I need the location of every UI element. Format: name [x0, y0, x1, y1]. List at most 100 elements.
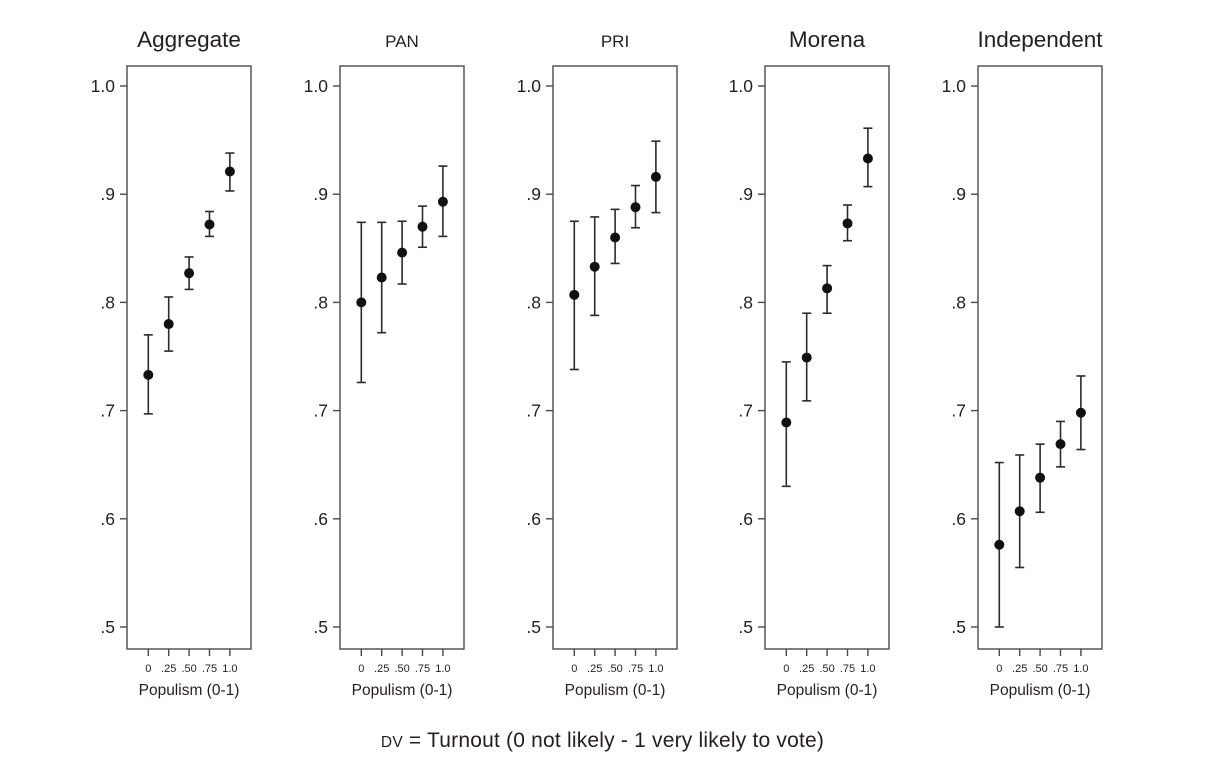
- y-tick-label: .8: [313, 292, 328, 312]
- x-tick-label: .25: [374, 663, 389, 675]
- panel-title: PRI: [601, 32, 629, 51]
- point-estimate: [204, 219, 215, 230]
- y-tick-label: 1.0: [942, 76, 967, 96]
- y-tick-label: 1.0: [91, 76, 116, 96]
- point-estimate: [822, 283, 833, 294]
- x-tick-label: .25: [1012, 663, 1027, 675]
- y-tick-label: .9: [738, 184, 753, 204]
- x-tick-label: 1.0: [435, 663, 450, 675]
- x-tick-label: .75: [628, 663, 643, 675]
- x-tick-label: 0: [571, 663, 577, 675]
- point-estimate: [569, 289, 580, 300]
- point-estimate: [781, 417, 792, 428]
- point-estimate: [376, 272, 387, 283]
- x-tick-label: .50: [181, 663, 196, 675]
- panel-title: Aggregate: [137, 27, 241, 52]
- point-estimate: [1035, 472, 1046, 483]
- x-tick-label: .25: [799, 663, 814, 675]
- x-tick-label: .25: [587, 663, 602, 675]
- point-estimate: [801, 352, 812, 363]
- point-estimate: [224, 166, 235, 177]
- point-estimate: [610, 232, 621, 243]
- y-tick-label: .6: [100, 509, 115, 529]
- figure-caption: DV = Turnout (0 not likely - 1 very like…: [0, 729, 1205, 753]
- x-tick-label: 0: [358, 663, 364, 675]
- plot-box: [552, 65, 678, 650]
- point-estimate: [1055, 439, 1066, 450]
- point-estimate: [1075, 407, 1086, 418]
- panel-title: PAN: [385, 32, 419, 51]
- x-tick-label: .25: [161, 663, 176, 675]
- point-estimate: [842, 218, 853, 229]
- point-estimate: [650, 171, 661, 182]
- x-tick-label: .75: [840, 663, 855, 675]
- x-tick-label: .75: [1053, 663, 1068, 675]
- point-estimate: [417, 221, 428, 232]
- y-tick-label: .5: [313, 617, 328, 637]
- y-tick-label: .9: [951, 184, 966, 204]
- plot-box: [977, 65, 1103, 650]
- chart-panels: Aggregate 1.0.9.8.7.6.5 0.25.50.75 1.0 Popul…: [91, 27, 1104, 699]
- point-estimate: [143, 369, 154, 380]
- y-tick-label: .7: [526, 401, 541, 421]
- x-axis-label: Populism (0-1): [352, 682, 453, 699]
- x-tick-label: .50: [819, 663, 834, 675]
- y-tick-label: .6: [951, 509, 966, 529]
- y-tick-label: .7: [313, 401, 328, 421]
- y-tick-label: 1.0: [517, 76, 542, 96]
- y-tick-label: .9: [313, 184, 328, 204]
- x-tick-label: 0: [145, 663, 151, 675]
- y-tick-label: .5: [951, 617, 966, 637]
- x-tick-label: 1.0: [860, 663, 875, 675]
- y-tick-label: .6: [526, 509, 541, 529]
- y-tick-label: .9: [100, 184, 115, 204]
- x-axis-label: Populism (0-1): [139, 682, 240, 699]
- point-estimate: [994, 539, 1005, 550]
- point-estimate: [184, 268, 195, 279]
- point-estimate: [163, 319, 174, 330]
- y-tick-label: .6: [738, 509, 753, 529]
- point-estimate: [630, 202, 641, 213]
- panel-title: Independent: [977, 27, 1103, 52]
- plot-box: [764, 65, 890, 650]
- y-tick-label: .5: [738, 617, 753, 637]
- x-tick-label: 0: [996, 663, 1002, 675]
- plot-box: [339, 65, 465, 650]
- point-estimate: [862, 153, 873, 164]
- y-tick-label: 1.0: [729, 76, 754, 96]
- point-estimate: [356, 297, 367, 308]
- x-tick-label: 1.0: [222, 663, 237, 675]
- y-tick-label: .8: [951, 292, 966, 312]
- y-tick-label: .5: [526, 617, 541, 637]
- y-tick-label: .8: [526, 292, 541, 312]
- panel-title: Morena: [789, 27, 866, 52]
- x-tick-label: 0: [783, 663, 789, 675]
- y-tick-label: .7: [951, 401, 966, 421]
- x-tick-label: 1.0: [648, 663, 663, 675]
- point-estimate: [437, 196, 448, 207]
- y-tick-label: .6: [313, 509, 328, 529]
- x-axis-label: Populism (0-1): [565, 682, 666, 699]
- y-tick-label: .7: [100, 401, 115, 421]
- point-estimate: [589, 261, 600, 272]
- y-tick-label: .8: [738, 292, 753, 312]
- y-tick-label: .8: [100, 292, 115, 312]
- point-estimate: [1014, 506, 1025, 517]
- x-tick-label: .50: [394, 663, 409, 675]
- x-tick-label: .75: [415, 663, 430, 675]
- point-estimate: [397, 247, 408, 258]
- y-tick-label: 1.0: [304, 76, 329, 96]
- x-tick-label: .75: [202, 663, 217, 675]
- y-tick-label: .9: [526, 184, 541, 204]
- x-tick-label: 1.0: [1073, 663, 1088, 675]
- x-tick-label: .50: [1032, 663, 1047, 675]
- x-axis-label: Populism (0-1): [990, 682, 1091, 699]
- x-axis-label: Populism (0-1): [777, 682, 878, 699]
